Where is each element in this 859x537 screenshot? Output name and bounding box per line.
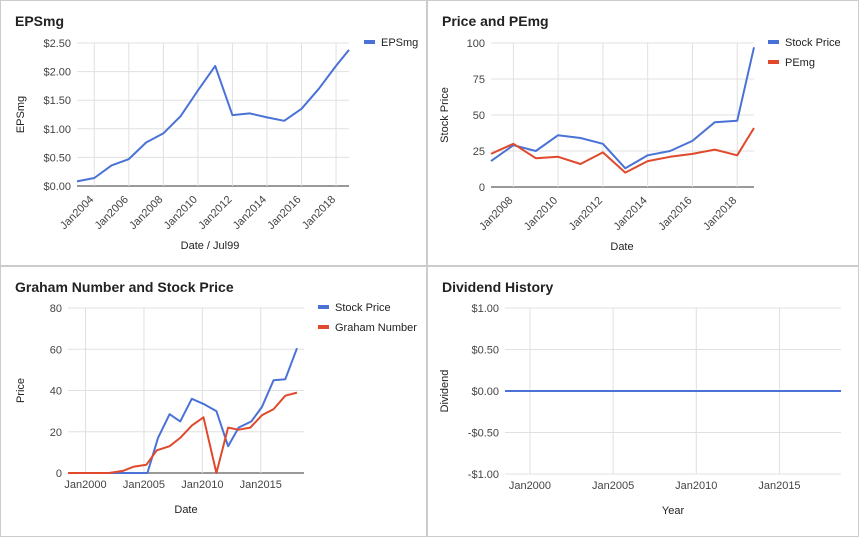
dividend-chart-panel: Dividend History -$1.00 -$0.50 $0.00 $0.50 $… [428, 267, 858, 536]
y-tick-label: $0.00 [471, 386, 499, 398]
legend-swatch [318, 325, 329, 329]
y-tick-label: $2.00 [43, 67, 71, 79]
chart-title: Price and PEmg [442, 13, 549, 29]
x-tick-label: Jan2004 [58, 194, 96, 232]
legend-swatch [364, 40, 375, 44]
series-line [68, 347, 298, 474]
x-tick-label: Jan2012 [196, 194, 234, 232]
series-line [490, 47, 755, 170]
y-tick-label: 0 [479, 182, 485, 194]
y-tick-label: 0 [56, 468, 62, 480]
x-tick-label: Jan2016 [265, 194, 303, 232]
legend-swatch [768, 40, 779, 44]
x-tick-label: Jan2014 [231, 194, 269, 232]
y-tick-label: $0.50 [43, 152, 71, 164]
chart-title: Dividend History [442, 279, 554, 295]
graham-chart: 0 20 40 60 80 Jan2000 Jan2005 Jan2010 Jan2015 Dat… [15, 302, 417, 516]
eps-chart-panel: EPSmg $0.00 $0.50 $1.00 $1.50 $2.00 $2.50 Jan2… [1, 1, 426, 265]
x-tick-label: Jan2015 [758, 480, 800, 492]
price-pe-chart-panel: Price and PEmg 0 25 50 75 100 Jan2008 Jan2010 J… [428, 1, 858, 265]
x-tick-label: Jan2008 [127, 194, 165, 232]
y-axis-label: Dividend [439, 370, 451, 413]
legend-swatch [318, 305, 329, 309]
y-tick-label: 20 [50, 427, 62, 439]
eps-chart: $0.00$0.50$1.00$1.50$2.00$2.50Jan2004Jan… [15, 37, 418, 252]
x-tick-label: Jan2018 [300, 194, 338, 232]
x-axis-label: Year [662, 505, 685, 517]
y-tick-label: 80 [50, 303, 62, 315]
x-tick-label: Jan2010 [162, 194, 200, 232]
legend-label: Stock Price [785, 37, 841, 49]
y-tick-label: $2.50 [43, 38, 71, 50]
legend-label: Graham Number [335, 322, 417, 334]
x-tick-label: Jan2005 [592, 480, 634, 492]
y-axis-label: EPSmg [15, 96, 27, 133]
x-tick-label: Jan2016 [656, 195, 694, 233]
series-line [490, 127, 755, 174]
chart-title: EPSmg [15, 13, 65, 29]
x-tick-label: Jan2010 [181, 479, 223, 491]
x-axis-label: Date / Jul99 [181, 240, 240, 252]
x-tick-label: Jan2008 [477, 195, 515, 233]
chart-title: Graham Number and Stock Price [15, 279, 234, 295]
y-tick-label: $0.50 [471, 345, 499, 357]
x-axis-label: Date [610, 241, 633, 253]
legend-label: PEmg [785, 57, 815, 69]
y-tick-label: $1.00 [43, 124, 71, 136]
graham-chart-panel: Graham Number and Stock Price 0 20 40 60 80 J… [1, 267, 426, 536]
x-tick-label: Jan2010 [522, 195, 560, 233]
y-tick-label: -$1.00 [468, 469, 499, 481]
y-tick-label: 50 [473, 110, 485, 122]
x-tick-label: Jan2010 [675, 480, 717, 492]
y-tick-label: 40 [50, 386, 62, 398]
dividend-chart: -$1.00 -$0.50 $0.00 $0.50 $1.00 Jan2000 Jan200… [439, 303, 841, 517]
legend-swatch [768, 60, 779, 64]
x-tick-label: Jan2000 [64, 479, 106, 491]
y-tick-label: $0.00 [43, 181, 71, 193]
legend-label: Stock Price [335, 302, 391, 314]
y-tick-label: $1.50 [43, 95, 71, 107]
series-line [76, 49, 350, 183]
y-tick-label: 75 [473, 74, 485, 86]
series-line [68, 391, 298, 474]
x-tick-label: Jan2018 [701, 195, 739, 233]
y-tick-label: $1.00 [471, 303, 499, 315]
x-axis-label: Date [174, 504, 197, 516]
x-tick-label: Jan2012 [567, 195, 605, 233]
x-tick-label: Jan2000 [509, 480, 551, 492]
y-tick-label: 25 [473, 146, 485, 158]
x-tick-label: Jan2015 [240, 479, 282, 491]
x-tick-label: Jan2006 [93, 194, 131, 232]
y-tick-label: 100 [467, 38, 485, 50]
y-tick-label: -$0.50 [468, 428, 499, 440]
x-tick-label: Jan2005 [123, 479, 165, 491]
y-axis-label: Price [15, 378, 27, 403]
legend-label: EPSmg [381, 37, 418, 49]
y-axis-label: Stock Price [439, 87, 451, 143]
y-tick-label: 60 [50, 344, 62, 356]
x-tick-label: Jan2014 [611, 195, 649, 233]
